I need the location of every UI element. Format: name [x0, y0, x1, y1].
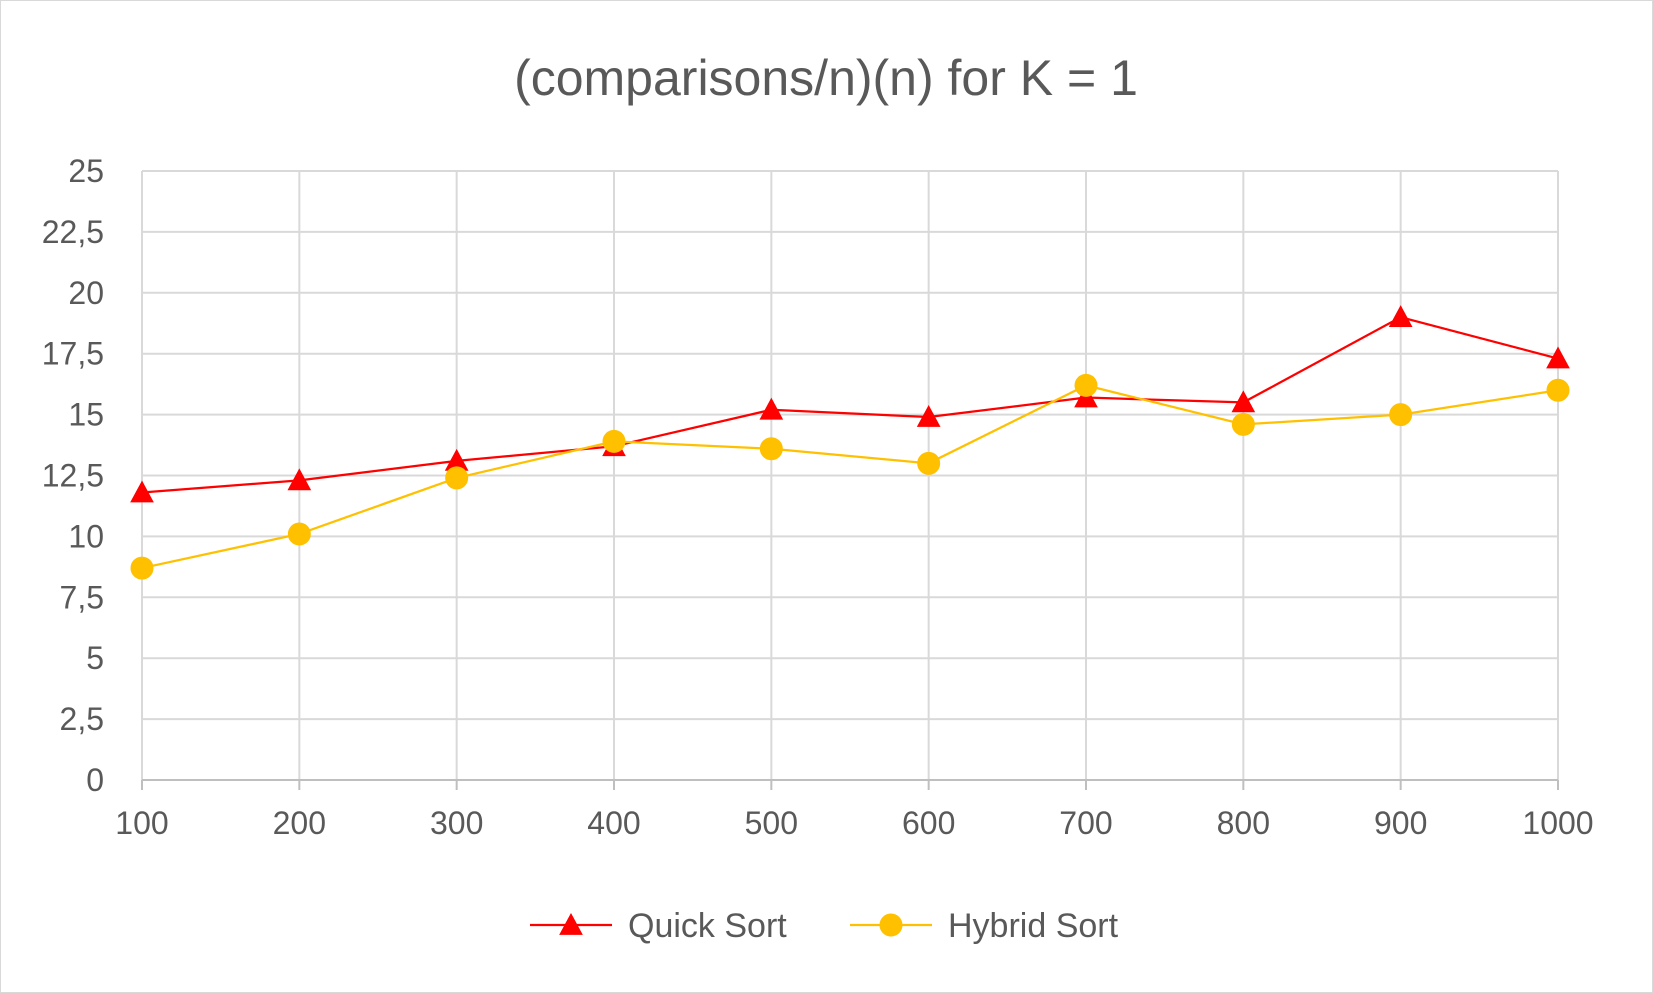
y-tick-label: 5: [86, 640, 104, 676]
x-tick-label: 700: [1059, 805, 1112, 841]
x-tick-label: 800: [1217, 805, 1270, 841]
y-tick-label: 2,5: [60, 701, 104, 737]
data-point: [917, 451, 941, 475]
y-tick-label: 20: [68, 275, 104, 311]
data-point: [1074, 373, 1098, 397]
data-point: [130, 480, 154, 503]
y-tick-label: 15: [68, 397, 104, 433]
series-layer: [130, 305, 1570, 580]
y-tick-label: 22,5: [42, 214, 104, 250]
series-line: [141, 384, 1559, 570]
data-point: [287, 468, 312, 491]
x-tick-label: 400: [587, 805, 640, 841]
x-tick-label: 1000: [1522, 805, 1593, 841]
triangle-marker-icon: [559, 912, 583, 935]
legend-label: Hybrid Sort: [948, 907, 1119, 945]
data-point: [1231, 412, 1255, 436]
y-axis-ticks: 0 2,5 5 7,5 10 12,5 15 17,5 20 22,5 25: [42, 153, 104, 798]
legend: Quick Sort Hybrid Sort: [530, 907, 1119, 945]
chart-title: (comparisons/n)(n) for K = 1: [514, 50, 1138, 106]
y-tick-label: 0: [86, 762, 104, 798]
legend-entry: Quick Sort: [530, 907, 787, 945]
x-tick-label: 300: [430, 805, 483, 841]
data-point: [602, 429, 626, 453]
y-tick-label: 17,5: [42, 336, 104, 372]
series-line: [141, 315, 1559, 494]
data-point: [287, 522, 311, 546]
data-point: [759, 437, 783, 461]
data-point: [1231, 390, 1256, 413]
data-point: [130, 556, 154, 580]
grid-layer: [141, 170, 1559, 790]
series-hybrid-sort: [130, 373, 1570, 580]
data-point: [1389, 403, 1413, 427]
data-point: [1388, 305, 1413, 328]
x-tick-label: 900: [1374, 805, 1427, 841]
data-point: [1546, 378, 1570, 402]
legend-label: Quick Sort: [628, 907, 787, 945]
series-quick-sort: [130, 305, 1570, 503]
x-tick-label: 500: [745, 805, 798, 841]
y-tick-label: 10: [68, 518, 104, 554]
x-axis-ticks: 100 200 300 400 500 600 700 800 900 1000: [115, 805, 1593, 841]
data-point: [759, 397, 784, 420]
data-point: [916, 404, 941, 427]
y-tick-label: 12,5: [42, 458, 104, 494]
y-tick-label: 25: [68, 153, 104, 189]
y-tick-label: 7,5: [60, 579, 104, 615]
circle-marker-icon: [879, 913, 903, 937]
x-tick-label: 600: [902, 805, 955, 841]
x-tick-label: 100: [115, 805, 168, 841]
legend-entry: Hybrid Sort: [850, 907, 1119, 945]
x-tick-label: 200: [273, 805, 326, 841]
data-point: [445, 466, 469, 490]
data-point: [1546, 346, 1570, 369]
